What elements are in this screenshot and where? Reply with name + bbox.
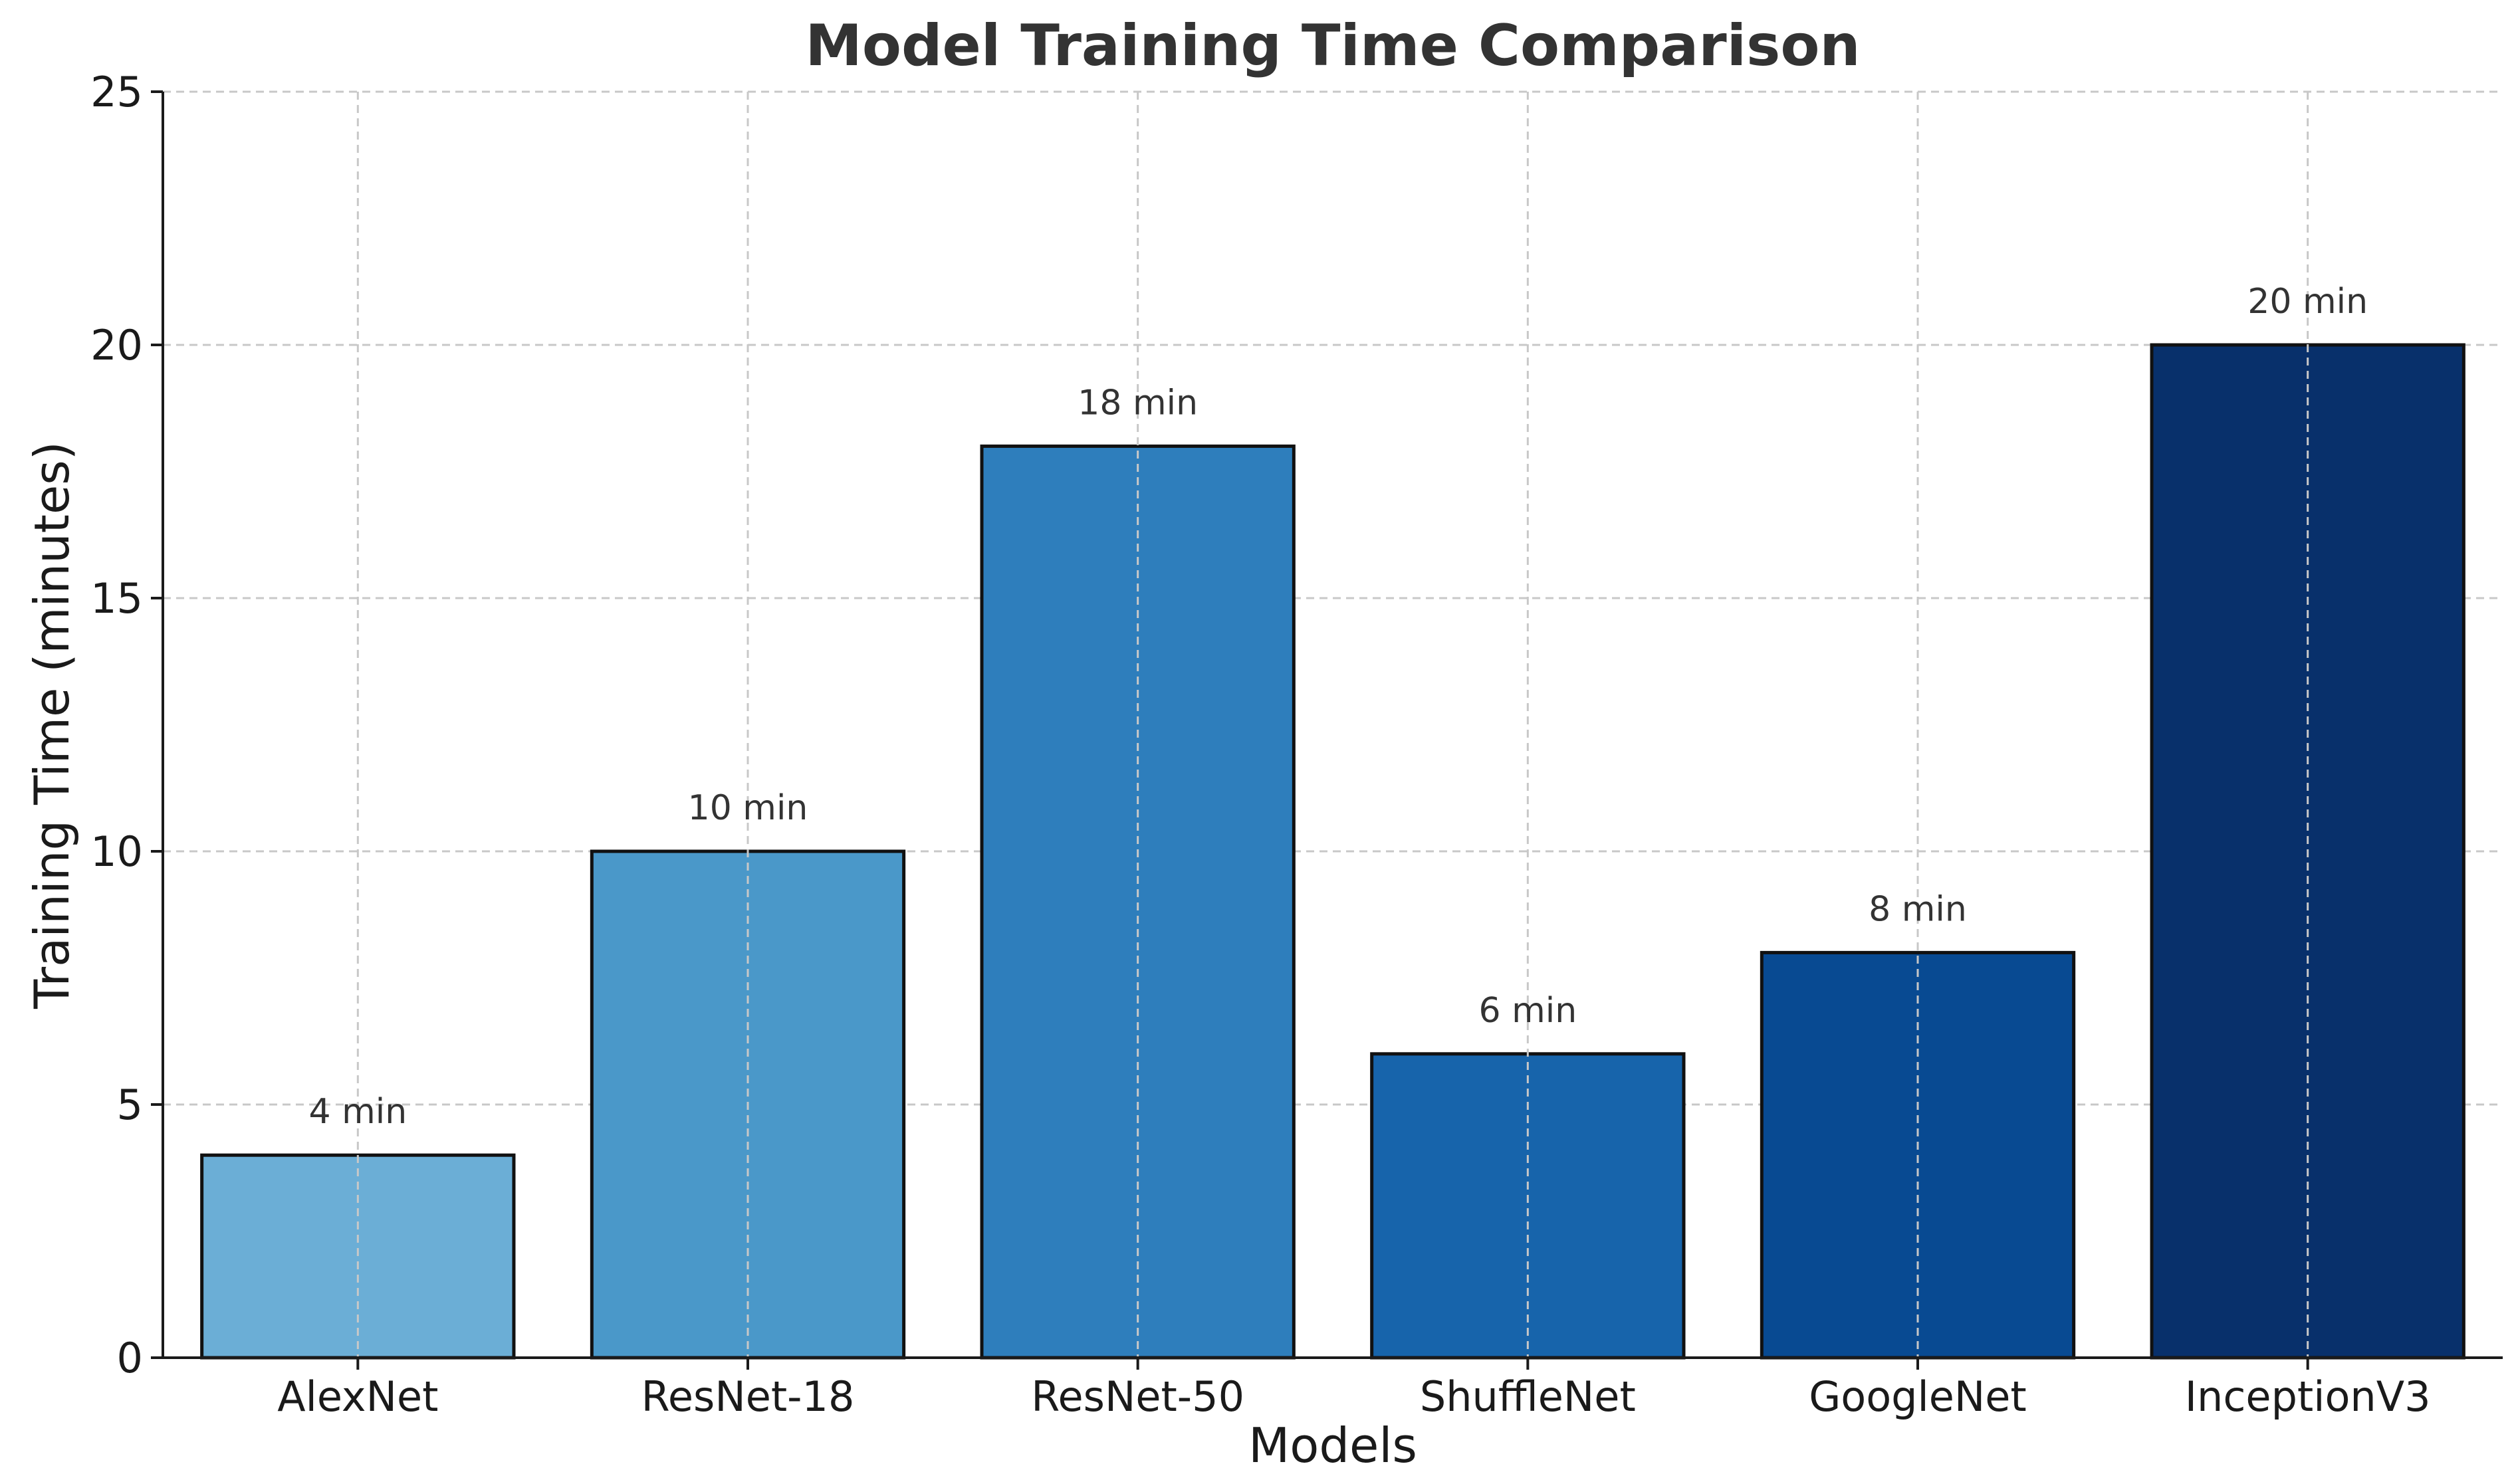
data-label: 6 min [1478, 991, 1577, 1031]
bar-shufflenet [1370, 1052, 1686, 1360]
data-label: 20 min [2247, 282, 2368, 322]
bar-layer [200, 343, 2465, 1360]
bar-resnet-50 [980, 444, 1296, 1360]
y-tick-label: 5 [117, 1081, 143, 1129]
data-label: 8 min [1869, 889, 1967, 929]
y-tick-label: 25 [90, 68, 143, 116]
data-label-layer: 4 min 10 min 18 min 6 min 8 min 20 min [308, 282, 2368, 1132]
y-tick-label: 0 [117, 1334, 143, 1382]
vertical-grid-layer [356, 92, 2309, 1358]
x-tick-label: ResNet-18 [641, 1372, 855, 1421]
y-axis-label: Training Time (minutes) [24, 441, 80, 1009]
chart-title: Model Training Time Comparison [805, 13, 1860, 79]
x-tick-label: ResNet-50 [1031, 1372, 1244, 1421]
x-tick-layer: AlexNet ResNet-18 ResNet-50 ShuffleNet Googl… [277, 1358, 2431, 1421]
grid-layer [163, 90, 2503, 1106]
x-tick-label: AlexNet [277, 1372, 438, 1421]
y-tick-label: 10 [90, 827, 143, 876]
x-tick-label: ShuffleNet [1420, 1372, 1636, 1421]
x-axis-label: Models [1248, 1418, 1417, 1473]
x-tick-label: GoogleNet [1809, 1372, 2026, 1421]
y-tick-label: 15 [90, 574, 143, 623]
x-tick-label: InceptionV3 [2185, 1372, 2431, 1421]
axis-layer [162, 92, 2503, 1359]
data-label: 4 min [308, 1092, 407, 1132]
y-tick-label: 20 [90, 321, 143, 370]
data-label: 10 min [688, 788, 808, 828]
data-label: 18 min [1078, 383, 1198, 423]
y-tick-layer: 0 5 10 15 20 25 [90, 68, 163, 1382]
